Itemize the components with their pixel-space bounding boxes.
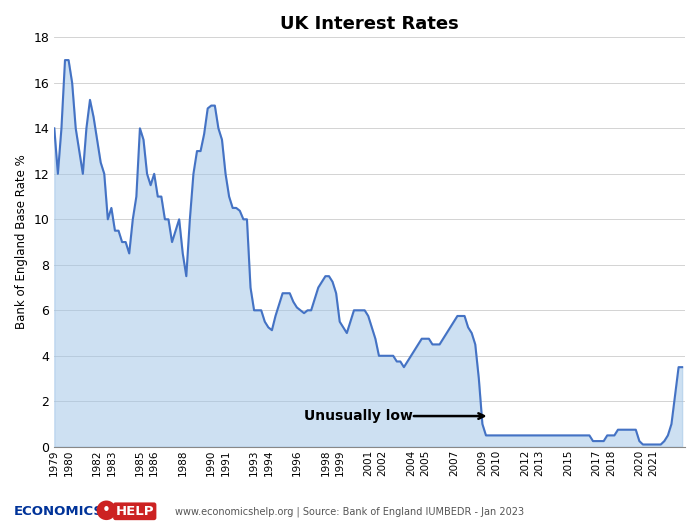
Text: •: • bbox=[102, 503, 111, 518]
Text: ECONOMICS: ECONOMICS bbox=[14, 505, 104, 518]
Text: Unusually low: Unusually low bbox=[304, 409, 413, 423]
Text: HELP: HELP bbox=[116, 505, 154, 518]
Y-axis label: Bank of England Base Rate %: Bank of England Base Rate % bbox=[15, 155, 28, 329]
Text: www.economicshelp.org | Source: Bank of England IUMBEDR - Jan 2023: www.economicshelp.org | Source: Bank of … bbox=[176, 507, 524, 517]
Title: UK Interest Rates: UK Interest Rates bbox=[280, 15, 459, 33]
